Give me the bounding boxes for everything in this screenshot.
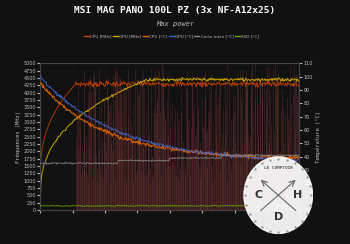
Y-axis label: Température (°C): Température (°C) [316, 111, 321, 163]
Text: MSI MAG PANO 100L PZ (3x NF-A12x25): MSI MAG PANO 100L PZ (3x NF-A12x25) [74, 6, 276, 15]
Text: Max power: Max power [156, 21, 194, 27]
Text: D: D [274, 212, 283, 222]
Text: C: C [254, 190, 263, 200]
Legend: CPU [MHz], GPU [MHz], CPU [°C], GPU [°C], Carte mère [°C], SSD [°C]: CPU [MHz], GPU [MHz], CPU [°C], GPU [°C]… [83, 33, 260, 40]
Text: H: H [293, 190, 302, 200]
Y-axis label: Fréquences (MHz): Fréquences (MHz) [15, 111, 21, 163]
Text: LE COMPTOIR: LE COMPTOIR [264, 166, 293, 170]
Circle shape [244, 157, 313, 234]
